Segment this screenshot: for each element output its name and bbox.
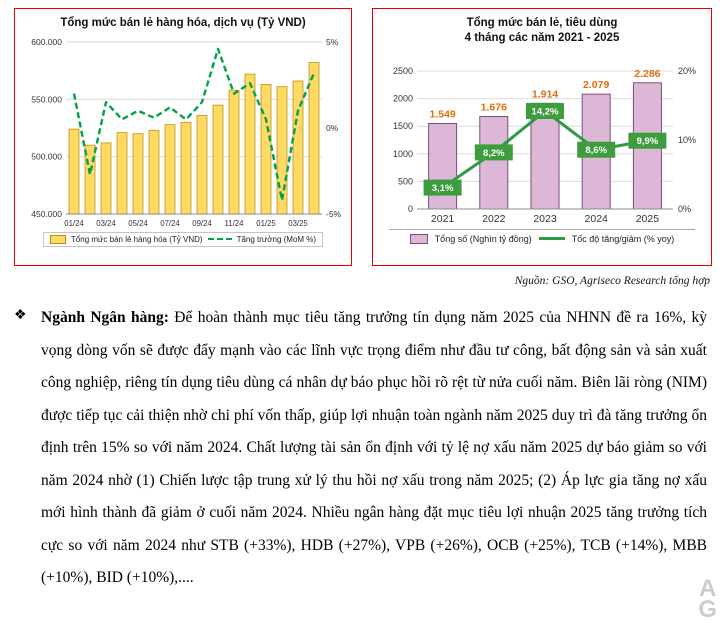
retail-4m-chart-title-line1: Tổng mức bán lẻ, tiêu dùng (466, 17, 618, 29)
charts-row: Tổng mức bán lẻ hàng hóa, dịch vụ (Tỷ VN… (0, 0, 720, 266)
paragraph-text: Ngành Ngân hàng: Để hoàn thành mục tiêu … (41, 302, 707, 595)
watermark-letter-a: A (698, 575, 718, 602)
retail-monthly-chart-canvas: 450.000 500.000 550.000 600.000 -5% 0% 5% 01/24… (31, 37, 342, 228)
svg-text:01/25: 01/25 (256, 219, 276, 228)
svg-text:1000: 1000 (393, 149, 413, 159)
svg-text:10%: 10% (678, 135, 696, 145)
retail-monthly-chart-title: Tổng mức bán lẻ hàng hóa, dịch vụ (Tỷ VN… (60, 17, 306, 29)
svg-text:03/25: 03/25 (288, 219, 308, 228)
svg-text:1.549: 1.549 (429, 108, 455, 120)
bar-series-legend-label: Tổng mức bán lẻ hàng hóa (Tỷ VND) (70, 234, 203, 244)
svg-text:2022: 2022 (482, 213, 506, 225)
svg-text:11/24: 11/24 (225, 219, 245, 228)
svg-text:-5%: -5% (326, 209, 342, 219)
retail-monthly-chart-panel: Tổng mức bán lẻ hàng hóa, dịch vụ (Tỷ VN… (14, 8, 352, 266)
watermark: A G (698, 575, 718, 623)
svg-text:2021: 2021 (431, 213, 455, 225)
svg-text:2.079: 2.079 (583, 79, 609, 91)
source-note: Nguồn: GSO, Agriseco Research tổng hợp (514, 275, 710, 287)
watermark-letter-g: G (698, 596, 718, 623)
bar-series-legend-label: Tổng số (Nghìn tỷ đồng) (434, 233, 532, 244)
svg-text:8,6%: 8,6% (585, 145, 607, 156)
svg-text:500: 500 (398, 176, 413, 186)
svg-text:5%: 5% (326, 37, 339, 47)
svg-text:09/24: 09/24 (192, 219, 212, 228)
svg-text:9,9%: 9,9% (637, 136, 659, 147)
svg-text:550.000: 550.000 (31, 94, 62, 104)
svg-text:1500: 1500 (393, 121, 413, 131)
bar-series-swatch-icon (409, 233, 428, 244)
retail-monthly-chart-legend: Tổng mức bán lẻ hàng hóa (Tỷ VND) Tăng t… (42, 231, 324, 247)
svg-text:2024: 2024 (585, 213, 609, 225)
svg-text:1.676: 1.676 (481, 101, 507, 113)
svg-text:14,2%: 14,2% (532, 106, 559, 117)
svg-text:20%: 20% (678, 66, 696, 76)
retail-4m-chart-title-line2: 4 tháng các năm 2021 - 2025 (464, 31, 620, 44)
svg-text:1.914: 1.914 (532, 88, 558, 100)
svg-text:3,1%: 3,1% (432, 183, 454, 194)
dashed-line-series-swatch-icon (207, 238, 232, 241)
diamond-bullet-icon: ❖ (14, 306, 27, 322)
svg-text:0: 0 (408, 204, 413, 214)
svg-text:450.000: 450.000 (31, 209, 62, 219)
paragraph-body: Để hoàn thành mục tiêu tăng trưởng tín d… (41, 309, 708, 586)
retail-4m-chart-legend: Tổng số (Nghìn tỷ đồng) Tốc độ tăng/giảm… (389, 228, 695, 244)
paragraph-lead: Ngành Ngân hàng: (41, 309, 169, 326)
line-series-legend-label: Tốc độ tăng/giảm (% yoy) (571, 233, 675, 244)
line-series-legend-label: Tăng trưởng (MoM %) (236, 234, 317, 244)
svg-text:07/24: 07/24 (160, 219, 180, 228)
svg-text:2000: 2000 (393, 93, 413, 103)
svg-text:600.000: 600.000 (31, 37, 62, 47)
svg-text:01/24: 01/24 (64, 219, 84, 228)
svg-text:03/24: 03/24 (96, 219, 116, 228)
retail-4m-chart-title: Tổng mức bán lẻ, tiêu dùng 4 tháng các n… (442, 16, 642, 46)
bar-series-swatch-icon (49, 234, 66, 244)
svg-text:05/24: 05/24 (128, 219, 148, 228)
banking-sector-paragraph: ❖ Ngành Ngân hàng: Để hoàn thành mục tiê… (14, 302, 707, 595)
svg-text:2.286: 2.286 (634, 68, 660, 80)
svg-text:2023: 2023 (533, 213, 557, 225)
svg-text:8,2%: 8,2% (483, 148, 505, 159)
retail-4m-chart-panel: Tổng mức bán lẻ, tiêu dùng 4 tháng các n… (372, 8, 712, 266)
retail-4m-chart-canvas: 0 500 1000 1500 2000 2500 0% 10% 20% 1.549 1.676 1.… (393, 66, 696, 225)
svg-text:0%: 0% (678, 204, 691, 214)
svg-text:2500: 2500 (393, 66, 413, 76)
line-series-swatch-icon (538, 237, 565, 241)
svg-text:2025: 2025 (636, 213, 660, 225)
svg-text:500.000: 500.000 (31, 152, 62, 162)
svg-text:0%: 0% (326, 123, 339, 133)
